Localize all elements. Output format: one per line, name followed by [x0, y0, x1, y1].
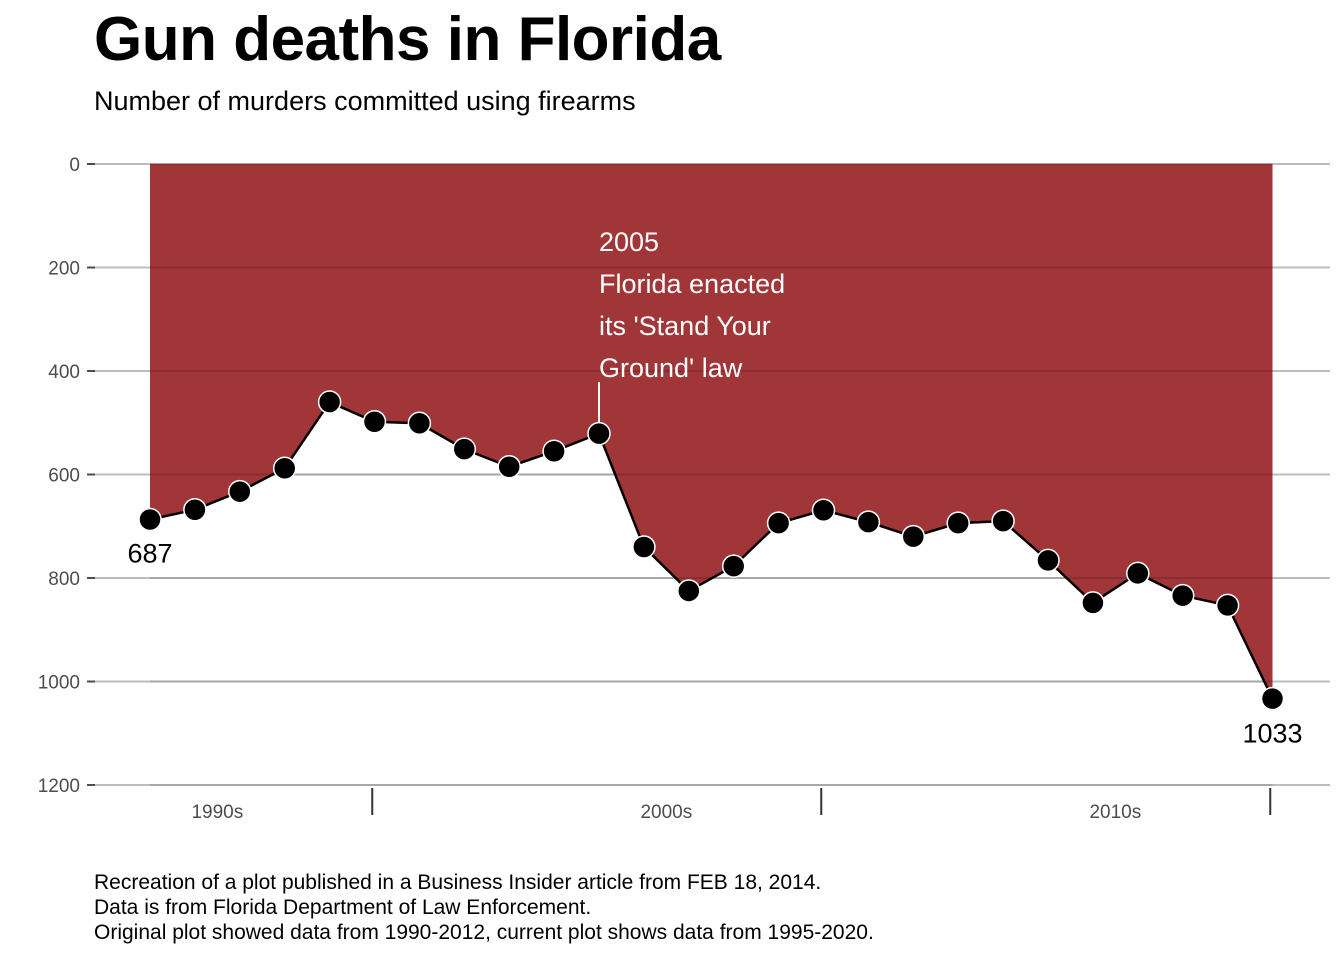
annotation-text: Ground' law [599, 353, 743, 383]
data-point [1215, 593, 1240, 618]
y-tick-label: 800 [48, 569, 80, 590]
area-fill [150, 164, 1273, 699]
y-tick-label: 400 [48, 362, 80, 383]
data-point [901, 524, 926, 549]
x-tick-label: 2000s [640, 802, 692, 823]
data-point [497, 454, 521, 479]
data-point [991, 509, 1015, 533]
x-tick-label: 1990s [191, 802, 243, 823]
data-point [856, 510, 881, 534]
data-point [766, 511, 791, 535]
data-point [1260, 686, 1285, 711]
data-point [677, 579, 701, 603]
chart-title: Gun deaths in Florida [94, 5, 721, 74]
data-point [272, 456, 297, 481]
end-value-label: 1033 [1242, 719, 1302, 749]
data-point [632, 535, 656, 559]
annotation-text: 2005 [599, 227, 659, 257]
data-point [407, 411, 432, 436]
annotation-text: its 'Stand Your [599, 311, 771, 341]
caption-line: Recreation of a plot published in a Busi… [94, 871, 822, 894]
data-point [1126, 561, 1150, 586]
data-point [946, 511, 970, 535]
data-point [542, 439, 566, 463]
start-value-label: 687 [127, 539, 172, 569]
caption-line: Original plot showed data from 1990-2012… [94, 921, 874, 944]
y-tick-label: 1000 [38, 673, 80, 694]
data-point [811, 498, 836, 522]
chart-subtitle: Number of murders committed using firear… [94, 86, 636, 116]
data-point [317, 390, 342, 414]
data-point [228, 479, 252, 504]
data-point [1170, 583, 1195, 608]
annotation-text: Florida enacted [599, 269, 785, 299]
data-point [587, 421, 611, 446]
y-tick-label: 0 [69, 155, 80, 176]
data-point [721, 554, 746, 578]
data-point [1036, 548, 1060, 573]
caption-line: Data is from Florida Department of Law E… [94, 896, 592, 919]
data-point [138, 507, 162, 532]
y-tick-label: 600 [48, 466, 80, 487]
data-point [452, 437, 477, 461]
chart-caption: Recreation of a plot published in a Busi… [94, 870, 874, 945]
y-tick-label: 1200 [38, 776, 80, 797]
data-point [362, 409, 387, 434]
data-point [183, 497, 207, 522]
data-point [1081, 591, 1105, 615]
y-tick-label: 200 [48, 259, 80, 280]
x-tick-label: 2010s [1089, 802, 1141, 823]
